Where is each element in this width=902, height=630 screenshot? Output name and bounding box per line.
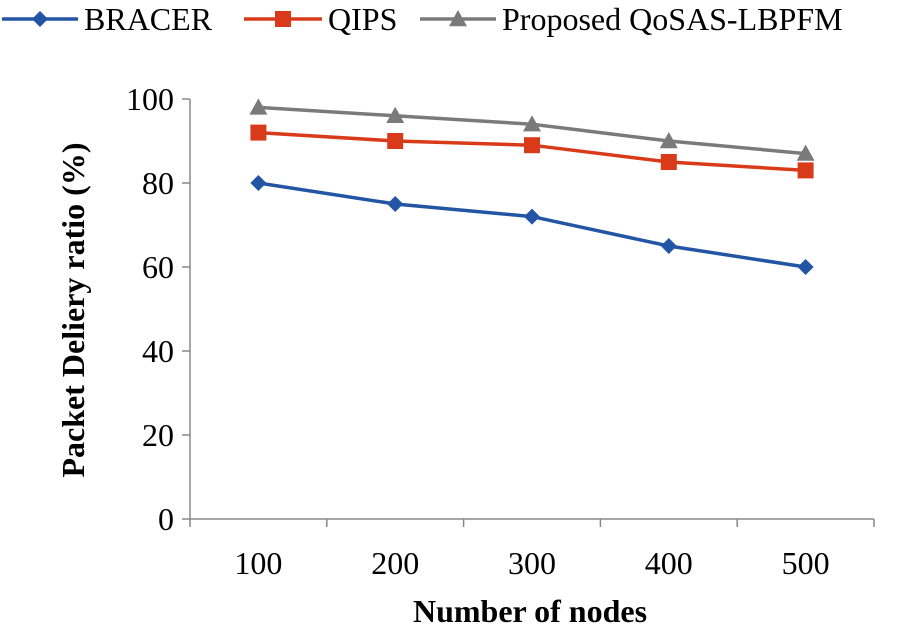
legend-label: QIPS bbox=[328, 1, 397, 37]
data-point bbox=[523, 115, 541, 132]
legend-marker bbox=[275, 11, 291, 27]
x-tick-label: 300 bbox=[508, 545, 556, 581]
data-point bbox=[387, 196, 404, 212]
data-point bbox=[524, 208, 540, 225]
series-bracer bbox=[250, 175, 814, 275]
x-tick-label: 400 bbox=[645, 545, 693, 581]
axes: 0 20 40 60 80 100 100 200 300 400 500 bbox=[126, 81, 875, 581]
data-point bbox=[249, 98, 268, 115]
legend-marker bbox=[449, 10, 467, 27]
series-layer bbox=[249, 98, 815, 275]
x-tick-label: 100 bbox=[234, 545, 282, 581]
legend-marker bbox=[32, 11, 48, 27]
y-tick-label: 80 bbox=[142, 165, 174, 201]
y-tick-label: 40 bbox=[142, 333, 174, 369]
series-proposed-qosas-lbpfm bbox=[249, 98, 815, 161]
legend: BRACER QIPS Proposed QoSAS-LBPFM bbox=[2, 1, 843, 37]
data-point bbox=[524, 137, 540, 154]
data-point bbox=[796, 144, 815, 161]
legend-label: BRACER bbox=[84, 1, 213, 37]
x-tick-label: 500 bbox=[782, 545, 830, 581]
y-tick-label: 100 bbox=[126, 81, 174, 117]
data-point bbox=[250, 175, 267, 191]
legend-item: BRACER bbox=[2, 1, 213, 37]
y-axis-title: Packet Deliery ratio (%) bbox=[55, 143, 91, 478]
y-tick-label: 20 bbox=[142, 417, 174, 453]
x-tick-label: 200 bbox=[371, 545, 419, 581]
data-point bbox=[386, 106, 405, 123]
data-point bbox=[387, 133, 404, 149]
x-axis-title: Number of nodes bbox=[413, 593, 647, 629]
legend-item: QIPS bbox=[244, 1, 397, 37]
data-point bbox=[660, 154, 677, 170]
series-line bbox=[258, 181, 806, 269]
data-point bbox=[797, 162, 814, 179]
data-point bbox=[797, 259, 814, 275]
series-qips bbox=[250, 124, 814, 179]
data-point bbox=[660, 238, 677, 254]
y-tick-label: 60 bbox=[142, 249, 174, 285]
y-tick-label: 0 bbox=[158, 501, 174, 537]
legend-item: Proposed QoSAS-LBPFM bbox=[420, 1, 843, 37]
data-point bbox=[659, 132, 678, 149]
legend-label: Proposed QoSAS-LBPFM bbox=[502, 1, 843, 37]
data-point bbox=[250, 124, 267, 141]
